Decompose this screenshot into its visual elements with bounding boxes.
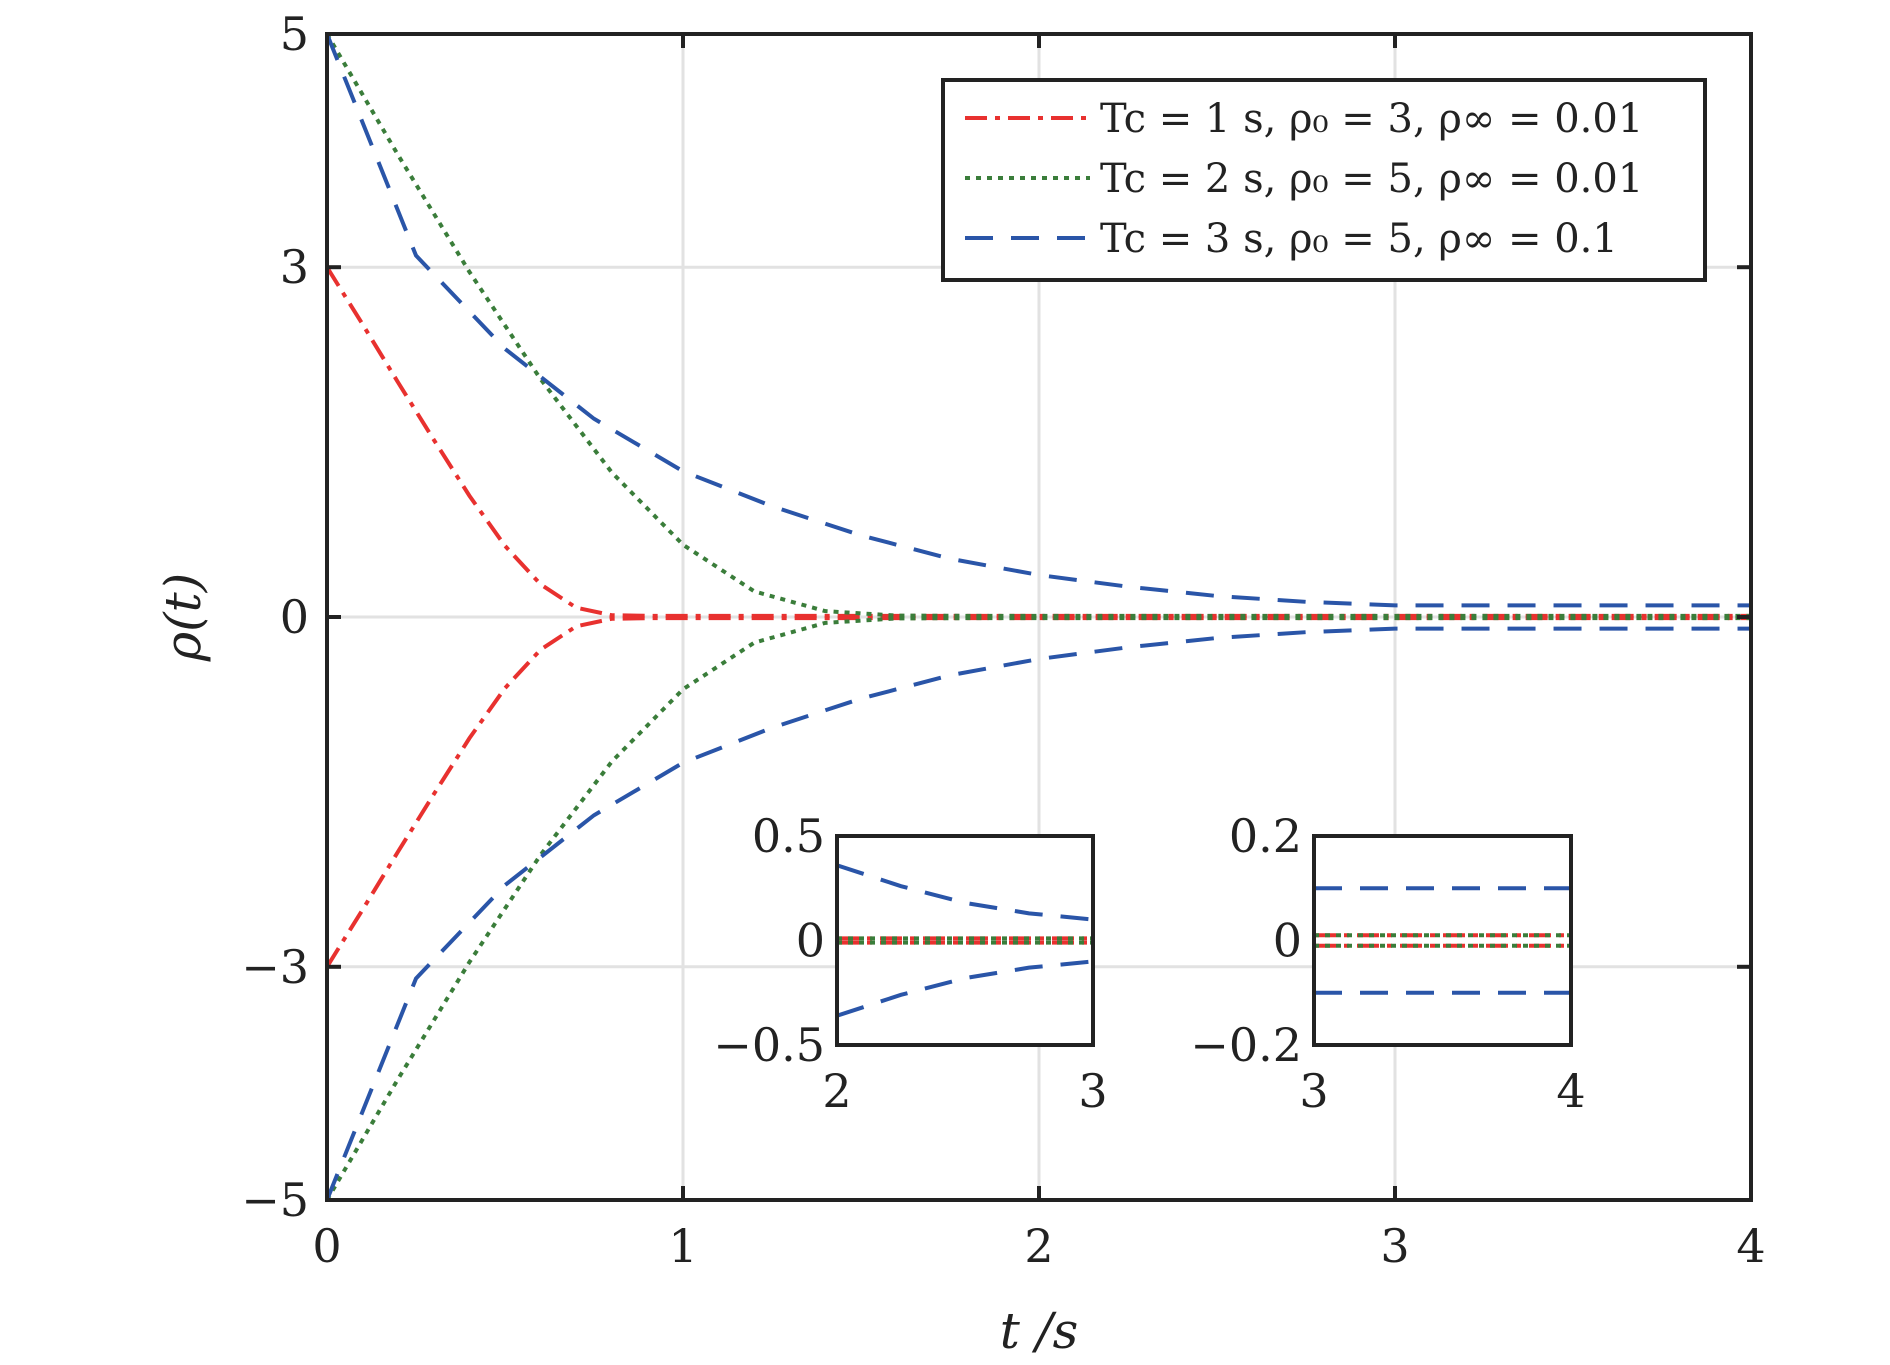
x-tick-label: 0: [312, 1219, 341, 1273]
insets: 2 3 −0.5 0 0.5 3 4 −0.2 0 0.2: [713, 809, 1585, 1118]
inset-x-tick-label: 4: [1556, 1064, 1585, 1118]
y-tick-label: 3: [280, 240, 309, 294]
legend-label: Tc = 3 s, ρ₀ = 5, ρ∞ = 0.1: [1100, 216, 1618, 262]
x-tick-label: 1: [668, 1219, 697, 1273]
series-line: [325, 616, 1751, 1202]
x-axis-label: t /s: [1000, 1302, 1079, 1360]
series-line: [325, 32, 1751, 618]
legend-label: Tc = 2 s, ρ₀ = 5, ρ∞ = 0.01: [1100, 156, 1643, 202]
inset-y-tick-label: −0.2: [1190, 1018, 1302, 1072]
ticks: 0 1 2 3 4 −5 −3 0 3 5: [241, 7, 1765, 1273]
series-line: [325, 626, 1751, 1201]
legend: Tc = 1 s, ρ₀ = 3, ρ∞ = 0.01 Tc = 2 s, ρ₀ …: [941, 78, 1707, 282]
inset-frame: [1312, 834, 1573, 1047]
inset-x-tick-label: 3: [1078, 1064, 1107, 1118]
x-tick-label: 3: [1380, 1219, 1409, 1273]
y-tick-label: −5: [241, 1173, 309, 1227]
y-tick-label: 0: [280, 590, 309, 644]
legend-label: Tc = 1 s, ρ₀ = 3, ρ∞ = 0.01: [1100, 96, 1643, 142]
y-tick-label: −3: [241, 940, 309, 994]
inset-plot: 3 4 −0.2 0 0.2: [1190, 809, 1585, 1118]
x-tick-label: 2: [1024, 1219, 1053, 1273]
legend-items: Tc = 1 s, ρ₀ = 3, ρ∞ = 0.01 Tc = 2 s, ρ₀ …: [965, 96, 1643, 262]
inset-frame: [835, 834, 1095, 1047]
inset-y-tick-label: 0.2: [1229, 809, 1302, 863]
inset-y-tick-label: 0: [1273, 914, 1302, 968]
series-line: [325, 33, 1751, 608]
inset-x-tick-label: 2: [822, 1064, 851, 1118]
inset-y-tick-label: −0.5: [713, 1018, 825, 1072]
inset-y-tick-label: 0: [796, 914, 825, 968]
x-tick-label: 4: [1736, 1219, 1765, 1273]
legend-box: [941, 78, 1707, 282]
y-tick-label: 5: [280, 7, 309, 61]
inset-background: [837, 836, 1093, 1045]
inset-plot: 2 3 −0.5 0 0.5: [713, 809, 1107, 1118]
series-group: [325, 32, 1751, 1202]
y-axis-label: ρ(t): [154, 573, 212, 663]
inset-y-tick-label: 0.5: [752, 809, 825, 863]
inset-x-tick-label: 3: [1299, 1064, 1328, 1118]
inset-background: [1314, 836, 1571, 1045]
